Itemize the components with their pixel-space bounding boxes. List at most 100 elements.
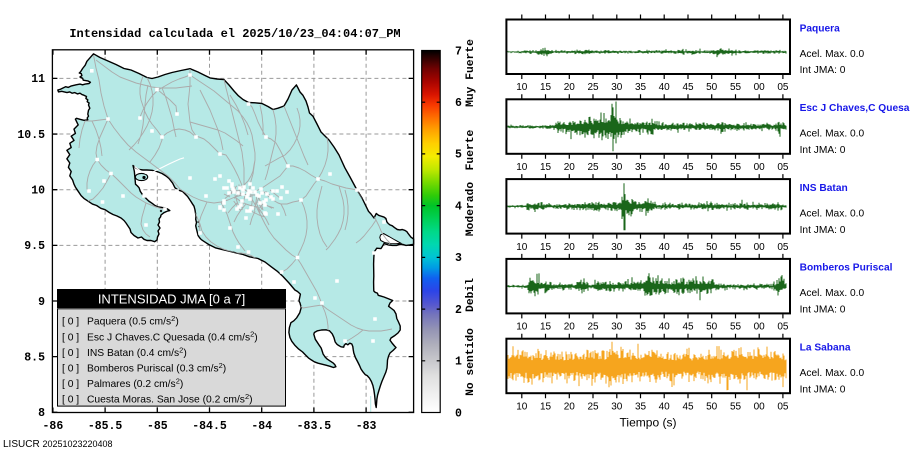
svg-text:[ 0 ]Bomberos Puriscal (0.3 cm: [ 0 ] Bomberos Puriscal (0.3 cm/s2) (62, 361, 226, 375)
svg-text:20: 20 (564, 162, 576, 173)
svg-text:20: 20 (564, 82, 576, 93)
svg-text:Int JMA: 0: Int JMA: 0 (800, 305, 846, 316)
svg-text:Acel. Max. 0.0: Acel. Max. 0.0 (800, 368, 865, 379)
svg-text:La Sabana: La Sabana (800, 343, 851, 354)
svg-text:05: 05 (777, 401, 789, 412)
svg-text:No sentido: No sentido (465, 328, 477, 396)
svg-text:INTENSIDAD JMA [0 a 7]: INTENSIDAD JMA [0 a 7] (98, 292, 245, 307)
svg-text:Acel. Max. 0.0: Acel. Max. 0.0 (800, 129, 865, 140)
svg-text:[ 0 ]INS Batan (0.4 cm/s2): [ 0 ] INS Batan (0.4 cm/s2) (62, 345, 187, 359)
svg-text:8.5: 8.5 (24, 351, 45, 364)
svg-text:8: 8 (38, 407, 45, 420)
svg-text:55: 55 (730, 401, 742, 412)
svg-text:30: 30 (611, 242, 623, 253)
svg-text:10: 10 (516, 242, 528, 253)
svg-text:50: 50 (706, 401, 718, 412)
svg-text:30: 30 (611, 401, 623, 412)
svg-text:6: 6 (455, 97, 462, 110)
svg-text:LISUCR 20251023220408: LISUCR 20251023220408 (3, 439, 113, 450)
svg-text:35: 35 (635, 162, 647, 173)
svg-text:50: 50 (706, 82, 718, 93)
svg-text:-85: -85 (147, 420, 168, 433)
svg-text:2: 2 (455, 304, 462, 317)
svg-text:-85.5: -85.5 (88, 420, 123, 433)
svg-text:30: 30 (611, 322, 623, 333)
svg-text:Acel. Max. 0.0: Acel. Max. 0.0 (800, 288, 865, 299)
svg-text:00: 00 (754, 82, 766, 93)
svg-text:3: 3 (455, 252, 462, 265)
svg-text:20: 20 (564, 322, 576, 333)
svg-text:10: 10 (516, 401, 528, 412)
svg-text:-84: -84 (251, 420, 272, 433)
svg-text:[ 0 ]Paquera (0.5 cm/s2): [ 0 ] Paquera (0.5 cm/s2) (62, 314, 179, 328)
svg-text:00: 00 (754, 162, 766, 173)
svg-text:Int JMA: 0: Int JMA: 0 (800, 225, 846, 236)
svg-text:35: 35 (635, 82, 647, 93)
svg-text:10.5: 10.5 (17, 129, 45, 142)
svg-text:40: 40 (659, 401, 671, 412)
svg-text:55: 55 (730, 162, 742, 173)
svg-text:45: 45 (682, 242, 694, 253)
svg-text:9: 9 (38, 296, 45, 309)
svg-text:55: 55 (730, 322, 742, 333)
svg-text:30: 30 (611, 82, 623, 93)
svg-text:40: 40 (659, 162, 671, 173)
svg-text:35: 35 (635, 322, 647, 333)
svg-text:00: 00 (754, 322, 766, 333)
svg-text:Paquera: Paquera (800, 23, 841, 34)
svg-text:25: 25 (587, 162, 599, 173)
svg-text:20: 20 (564, 401, 576, 412)
svg-text:15: 15 (540, 322, 552, 333)
svg-text:00: 00 (754, 401, 766, 412)
svg-text:05: 05 (777, 322, 789, 333)
svg-text:25: 25 (587, 322, 599, 333)
svg-text:[ 0 ]Palmares (0.2 cm/s2): [ 0 ] Palmares (0.2 cm/s2) (62, 377, 183, 391)
svg-text:10: 10 (516, 82, 528, 93)
svg-text:15: 15 (540, 82, 552, 93)
svg-text:0: 0 (455, 407, 462, 420)
svg-text:45: 45 (682, 322, 694, 333)
svg-text:30: 30 (611, 162, 623, 173)
svg-text:55: 55 (730, 242, 742, 253)
svg-text:45: 45 (682, 82, 694, 93)
svg-text:35: 35 (635, 401, 647, 412)
svg-text:Acel. Max. 0.0: Acel. Max. 0.0 (800, 208, 865, 219)
svg-text:Bomberos Puriscal: Bomberos Puriscal (800, 263, 893, 274)
svg-text:INS Batan: INS Batan (800, 183, 848, 194)
svg-text:[ 0 ]Cuesta Moras. San Jose (0: [ 0 ] Cuesta Moras. San Jose (0.2 cm/s2) (62, 392, 253, 406)
svg-text:05: 05 (777, 242, 789, 253)
svg-text:15: 15 (540, 162, 552, 173)
svg-text:1: 1 (455, 356, 462, 369)
svg-text:Int JMA: 0: Int JMA: 0 (800, 384, 846, 395)
svg-text:35: 35 (635, 242, 647, 253)
svg-text:50: 50 (706, 322, 718, 333)
svg-text:Int JMA: 0: Int JMA: 0 (800, 145, 846, 156)
svg-text:Esc J Chaves,C Quesada: Esc J Chaves,C Quesada (800, 103, 910, 114)
svg-text:Acel. Max. 0.0: Acel. Max. 0.0 (800, 49, 865, 60)
svg-text:-86: -86 (43, 420, 64, 433)
svg-text:Moderado: Moderado (465, 182, 477, 236)
svg-text:Intensidad calculada el 2025/1: Intensidad calculada el 2025/10/23_04:04… (69, 27, 400, 41)
svg-text:45: 45 (682, 401, 694, 412)
svg-text:25: 25 (587, 401, 599, 412)
svg-text:10: 10 (516, 162, 528, 173)
svg-text:05: 05 (777, 82, 789, 93)
svg-text:Tiempo (s): Tiempo (s) (620, 416, 677, 430)
svg-text:25: 25 (587, 242, 599, 253)
svg-text:-83: -83 (356, 420, 377, 433)
svg-text:10: 10 (516, 322, 528, 333)
svg-text:7: 7 (455, 45, 462, 58)
svg-text:Fuerte: Fuerte (465, 129, 477, 170)
svg-text:45: 45 (682, 162, 694, 173)
svg-text:-84.5: -84.5 (192, 420, 227, 433)
svg-text:15: 15 (540, 242, 552, 253)
svg-text:05: 05 (777, 162, 789, 173)
svg-text:9.5: 9.5 (24, 240, 45, 253)
svg-text:25: 25 (587, 82, 599, 93)
svg-text:15: 15 (540, 401, 552, 412)
svg-text:55: 55 (730, 82, 742, 93)
svg-text:Debil: Debil (465, 278, 477, 312)
svg-text:20: 20 (564, 242, 576, 253)
svg-text:40: 40 (659, 82, 671, 93)
svg-text:40: 40 (659, 242, 671, 253)
